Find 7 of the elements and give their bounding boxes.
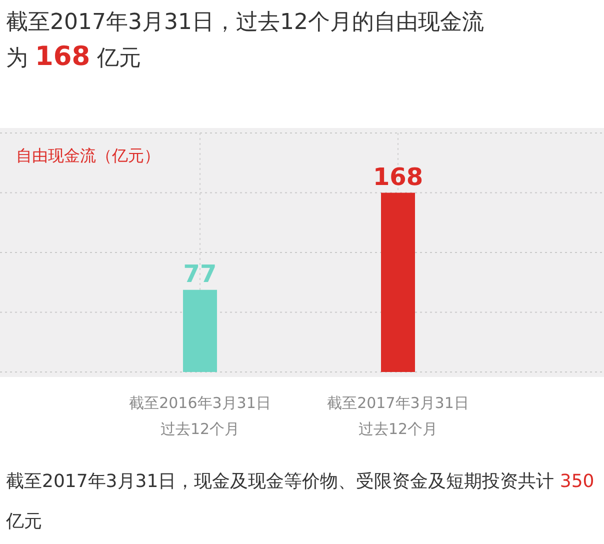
chart-title: 截至2017年3月31日，过去12个月的自由现金流为 168 亿元 — [6, 9, 485, 74]
text: 截至2017年3月31日，现金及现金等价物、受限资金及短期投资共计 350 亿元 — [6, 471, 594, 532]
y-axis-title: 自由现金流（亿元） — [16, 146, 160, 165]
data-label: 168 — [372, 162, 424, 191]
data-label: 77 — [183, 260, 217, 288]
x-tick-label: 截至2017年3月31日过去12个月 — [326, 393, 470, 440]
x-tick-label: 截至2016年3月31日过去12个月 — [128, 393, 272, 440]
